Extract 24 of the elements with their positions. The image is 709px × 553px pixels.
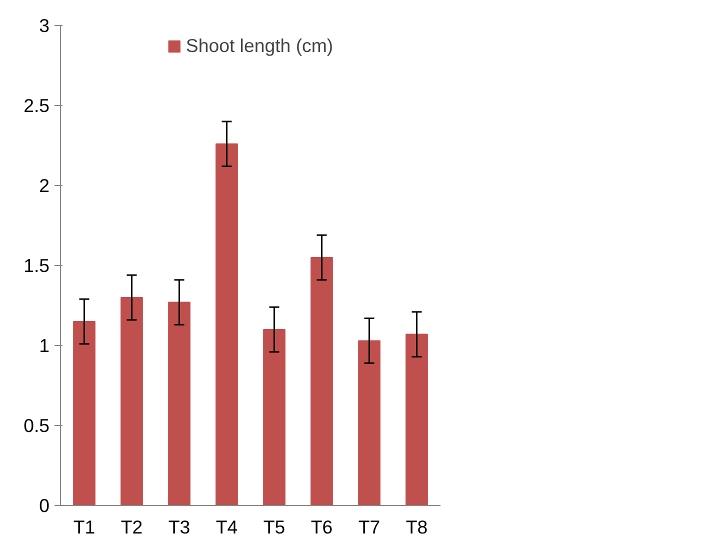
x-tick-label: T6 [310,516,333,538]
bar [216,143,238,506]
x-tick-label: T1 [73,516,96,538]
x-tick-label: T5 [263,516,286,538]
y-tick-label: 0.5 [24,415,50,436]
bar [120,297,143,506]
legend-label: Shoot length (cm) [186,35,334,57]
y-tick-label: 1 [39,335,50,356]
x-tick-label: T4 [216,516,238,538]
bar [406,334,428,506]
x-tick-label: T3 [168,516,190,538]
y-tick-label: 1.5 [24,255,50,276]
y-tick-label: 3 [39,15,50,36]
x-tick-label: T2 [120,516,143,538]
y-tick-label: 2 [39,175,50,196]
x-tick-label: T8 [406,516,428,538]
bar [263,329,286,506]
bar [73,321,96,506]
bar [310,257,333,506]
y-tick-label: 2.5 [24,95,50,116]
bar [168,302,190,506]
x-tick-label: T7 [358,516,380,538]
bar [358,340,380,506]
y-tick-label: 0 [39,495,50,516]
